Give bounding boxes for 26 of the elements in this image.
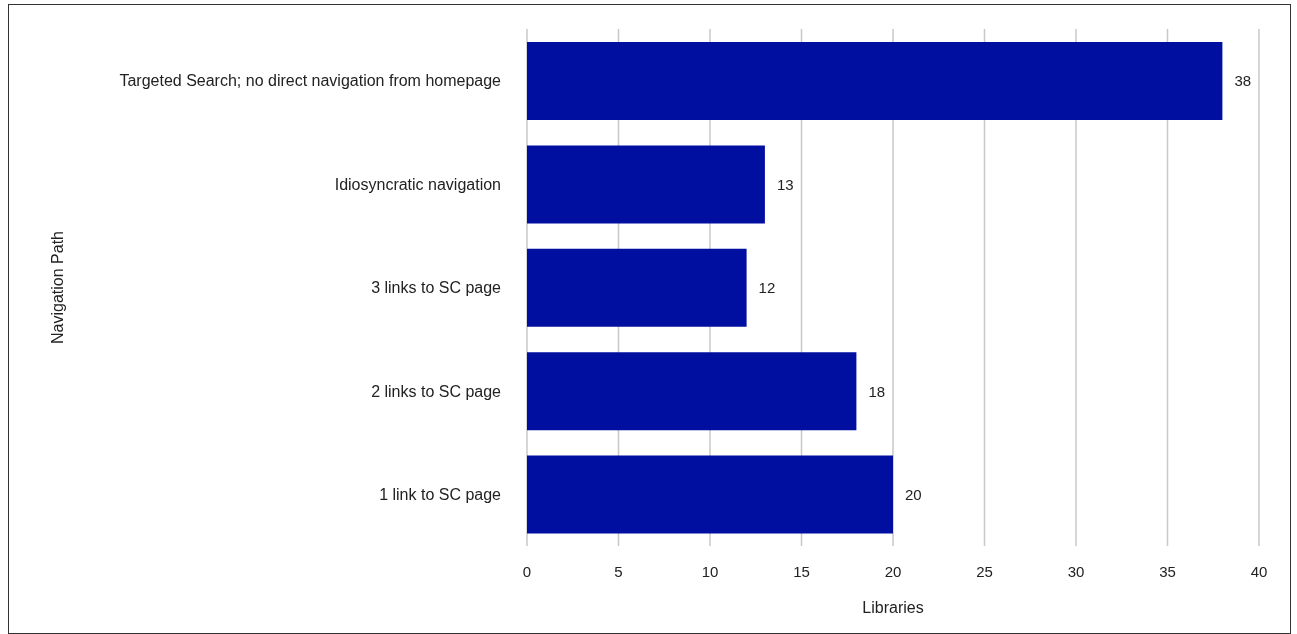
data-label: 18: [868, 382, 886, 400]
bar: [527, 145, 765, 224]
bar: [527, 352, 857, 431]
y-tick-label: Idiosyncratic navigation: [334, 175, 501, 193]
x-tick-label: 5: [614, 562, 623, 580]
y-tick-label: 3 links to SC page: [371, 279, 502, 297]
x-tick-label: 20: [884, 562, 902, 580]
bar: [527, 455, 893, 534]
bar: [527, 42, 1223, 120]
x-tick-label: 30: [1067, 562, 1085, 580]
bar: [527, 248, 747, 327]
x-tick-label: 35: [1159, 562, 1176, 580]
y-axis-title: Navigation Path: [48, 231, 66, 344]
x-tick-label: 15: [793, 562, 810, 580]
y-tick-label: 1 link to SC page: [379, 485, 502, 503]
y-tick-label: Targeted Search; no direct navigation from homepage: [119, 72, 502, 90]
x-axis-title: Libraries: [862, 599, 924, 616]
data-label: 12: [758, 279, 776, 297]
data-label: 20: [905, 485, 922, 503]
y-tick-label: 2 links to SC page: [371, 382, 502, 400]
x-tick-label: 10: [701, 562, 719, 580]
x-tick-label: 0: [522, 562, 532, 580]
x-tick-label: 40: [1250, 562, 1268, 580]
x-tick-label: 25: [976, 562, 993, 580]
data-label: 38: [1234, 72, 1252, 90]
data-label: 13: [776, 175, 794, 193]
